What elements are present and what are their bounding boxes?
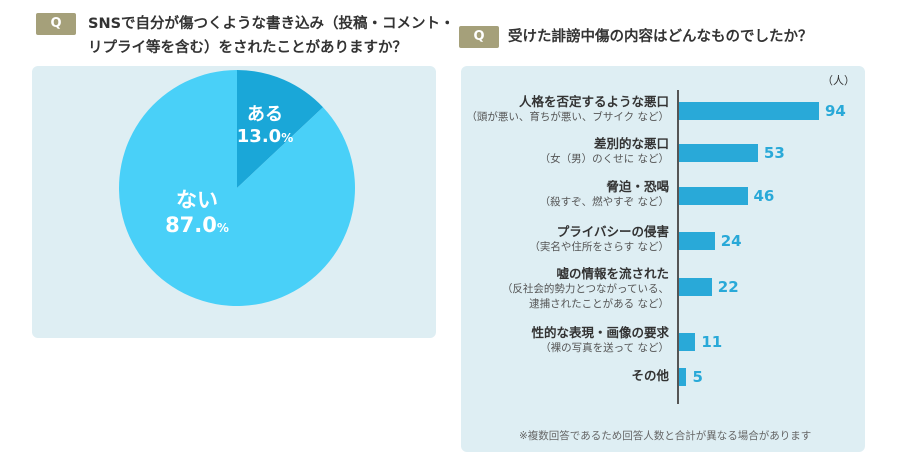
bar-category-sublabel: （実名や住所をさらす など） xyxy=(529,241,669,253)
pie-slice-nai xyxy=(119,70,356,306)
pie-chart xyxy=(119,70,356,306)
question-badge-right: Q xyxy=(459,26,499,48)
question-left-line2: リプライ等を含む）をされたことがありますか？ xyxy=(88,40,407,56)
bar-category-4: 嘘の情報を流された （反社会的勢力とつながっている、逮捕されたことがある など） xyxy=(409,266,669,312)
bar-category-sublabel: （殺すぞ、燃やすぞ など） xyxy=(539,196,669,208)
bar-value-2: 46 xyxy=(753,187,775,205)
bar-category-label: 嘘の情報を流された xyxy=(556,266,669,281)
bar-category-0: 人格を否定するような悪口 （頭が悪い、育ちが悪い、ブサイク など） xyxy=(409,94,669,125)
pie-panel: ある 13.0% ない 87.0% xyxy=(32,66,436,338)
pie-value-nai: 87.0% xyxy=(165,213,229,238)
pie-label-nai-text: ない xyxy=(176,188,218,212)
bar-axis-line xyxy=(677,90,679,404)
question-badge-left: Q xyxy=(36,13,76,35)
bar-value-5: 11 xyxy=(701,333,723,351)
bar-category-sublabel: （頭が悪い、育ちが悪い、ブサイク など） xyxy=(466,111,669,123)
bar-category-sublabel: （裸の写真を送って など） xyxy=(540,342,669,354)
bar-footnote: ※複数回答であるため回答人数と合計が異なる場合があります xyxy=(519,430,812,442)
bar-1 xyxy=(679,144,758,162)
pie-label-nai: ない 87.0% xyxy=(152,188,242,238)
bar-category-sublabel: （反社会的勢力とつながっている、 xyxy=(501,283,669,295)
bar-panel: （人） 人格を否定するような悪口 （頭が悪い、育ちが悪い、ブサイク など） 94 差別… xyxy=(461,66,865,452)
bar-unit-label: （人） xyxy=(822,74,855,87)
bar-category-label: 差別的な悪口 xyxy=(593,136,669,151)
bar-category-label: 脅迫・恐喝 xyxy=(606,179,669,194)
bar-value-3: 24 xyxy=(720,232,742,250)
bar-value-4: 22 xyxy=(717,278,739,296)
bar-category-label: 性的な表現・画像の要求 xyxy=(531,325,669,340)
pie-slice-aru xyxy=(237,70,324,188)
bar-category-1: 差別的な悪口 （女（男）のくせに など） xyxy=(409,136,669,167)
bar-0 xyxy=(679,102,819,120)
pie-label-aru: ある 13.0% xyxy=(230,104,300,147)
question-right-title: 受けた誹謗中傷の内容はどんなものでしたか？ xyxy=(508,29,813,45)
bar-category-3: プライバシーの侵害 （実名や住所をさらす など） xyxy=(409,224,669,255)
question-left-line1: SNSで自分が傷つくような書き込み（投稿・コメント・ xyxy=(88,16,455,32)
bar-category-label: 人格を否定するような悪口 xyxy=(518,94,669,109)
bar-value-0: 94 xyxy=(825,102,846,120)
bar-category-sublabel: 逮捕されたことがある など） xyxy=(529,298,669,310)
bar-category-5: 性的な表現・画像の要求 （裸の写真を送って など） xyxy=(409,325,669,356)
bar-category-label: プライバシーの侵害 xyxy=(556,224,669,239)
bar-category-2: 脅迫・恐喝 （殺すぞ、燃やすぞ など） xyxy=(409,179,669,210)
bar-5 xyxy=(679,333,696,351)
bar-3 xyxy=(679,232,715,250)
bar-category-sublabel: （女（男）のくせに など） xyxy=(539,153,669,165)
bar-value-1: 53 xyxy=(763,144,785,162)
bar-2 xyxy=(679,187,748,205)
bar-4 xyxy=(679,278,712,296)
bar-6 xyxy=(679,368,687,386)
bar-value-6: 5 xyxy=(692,368,703,386)
pie-value-aru: 13.0% xyxy=(236,125,294,147)
pie-label-aru-text: ある xyxy=(247,104,283,125)
bar-category-label: その他 xyxy=(631,368,669,383)
bar-category-6: その他 xyxy=(409,368,669,384)
